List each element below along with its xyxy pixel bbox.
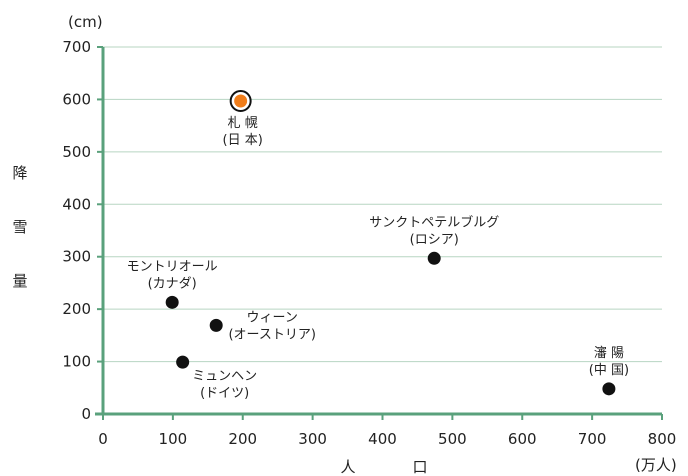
point-country-label: (中 国): [589, 363, 629, 378]
x-axis-label-char: 人: [340, 458, 355, 476]
y-tick-label: 300: [62, 248, 91, 266]
x-tick-label: 300: [298, 430, 327, 448]
y-tick-label: 600: [62, 90, 91, 108]
y-axis-label-char: 降: [12, 164, 27, 182]
y-tick-label: 0: [81, 405, 91, 423]
y-axis-label-char: 量: [12, 272, 27, 290]
x-tick-label: 500: [438, 430, 467, 448]
point-name-label: 札 幌: [228, 115, 258, 131]
x-unit-label: (万人): [635, 456, 677, 474]
y-tick-label: 200: [62, 300, 91, 318]
point-country-label: (ドイツ): [200, 386, 249, 401]
x-tick-label: 100: [159, 430, 188, 448]
data-point: [427, 251, 441, 265]
point-name-label: 瀋 陽: [594, 345, 624, 361]
data-point-highlight: [234, 94, 248, 108]
y-unit-label: (cm): [68, 13, 103, 31]
x-tick-label: 800: [648, 430, 677, 448]
x-tick-label: 0: [98, 430, 108, 448]
y-tick-label: 500: [62, 143, 91, 161]
y-tick-label: 700: [62, 38, 91, 56]
x-tick-label: 200: [228, 430, 257, 448]
x-axis-label: 人口: [340, 458, 427, 476]
point-name-label: モントリオール: [127, 259, 218, 274]
data-points: 札 幌 (日 本) サンクトペテルブルグ (ロシア) モントリオール (カナダ) ウィーン (…: [127, 90, 629, 401]
x-tick-labels: 0 100 200 300 400 500 600 700 800: [98, 430, 676, 448]
y-axis-label: 降雪量: [12, 164, 27, 290]
y-axis-label-char: 雪: [12, 218, 27, 236]
y-tick-label: 400: [62, 195, 91, 213]
point-country-label: (日 本): [223, 133, 263, 148]
data-point: [602, 382, 616, 396]
axes: [95, 46, 663, 420]
data-point: [165, 295, 179, 309]
data-point: [209, 318, 223, 332]
x-axis-label-char: 口: [412, 458, 427, 476]
point-country-label: (カナダ): [148, 276, 197, 291]
point-country-label: (ロシア): [410, 232, 459, 247]
x-tick-label: 400: [368, 430, 397, 448]
data-point: [176, 355, 190, 369]
point-name-label: ウィーン: [247, 310, 298, 325]
point-country-label: (オーストリア): [228, 327, 316, 342]
y-tick-label: 100: [62, 353, 91, 371]
point-name-label: ミュンヘン: [192, 369, 257, 384]
x-tick-label: 600: [508, 430, 537, 448]
y-tick-labels: 0 100 200 300 400 500 600 700: [62, 38, 91, 423]
x-tick-label: 700: [578, 430, 607, 448]
point-name-label: サンクトペテルブルグ: [369, 214, 499, 230]
gridlines: [103, 46, 662, 363]
